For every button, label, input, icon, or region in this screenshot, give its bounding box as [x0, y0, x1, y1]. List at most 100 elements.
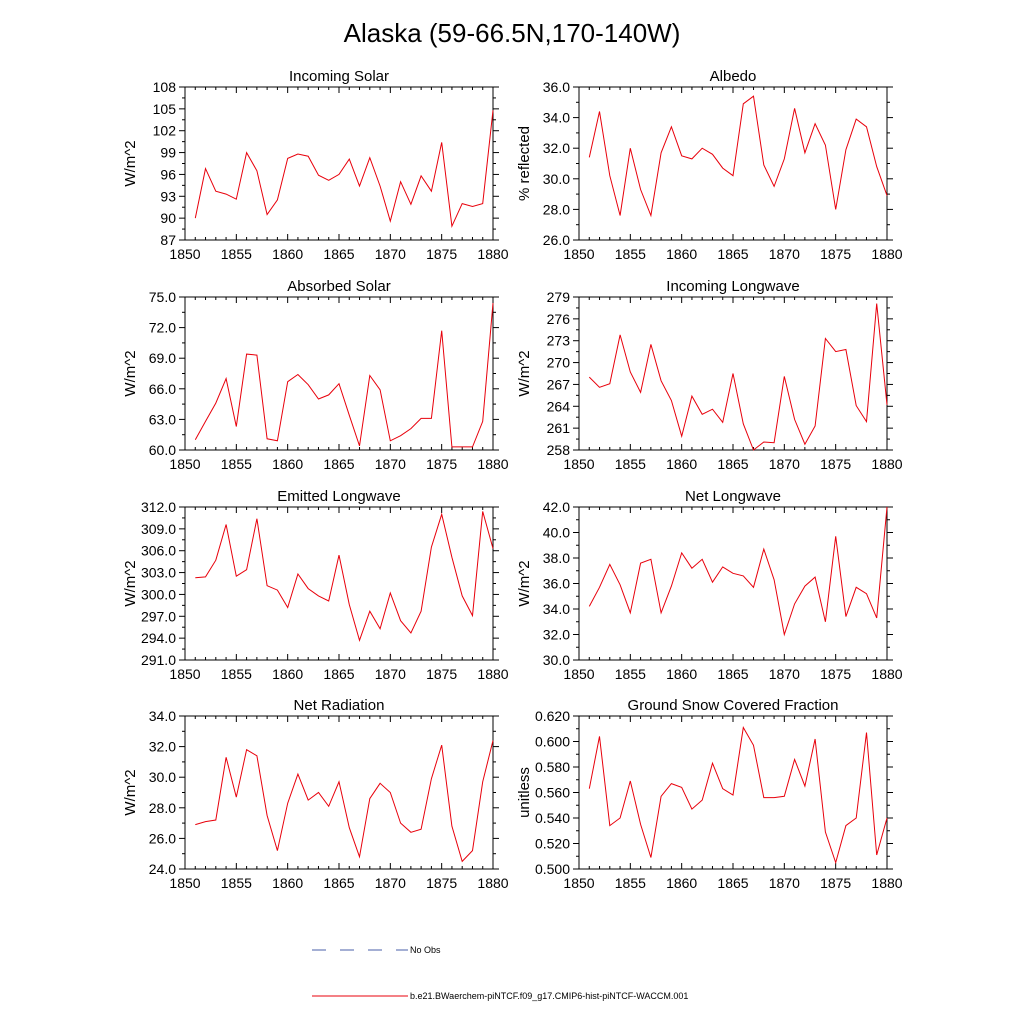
- panel-6-xtick-label: 1875: [820, 666, 851, 682]
- panel-3-ytick-label: 66.0: [149, 381, 176, 397]
- panel-3-title: Absorbed Solar: [287, 278, 390, 295]
- panel-7-ytick-label: 24.0: [149, 861, 176, 877]
- panel-5-xtick-label: 1875: [426, 666, 457, 682]
- panel-8-ytick-label: 0.520: [535, 836, 570, 852]
- panel-5-ytick-label: 303.0: [141, 565, 176, 581]
- panel-5-ytick-label: 309.0: [141, 521, 176, 537]
- panels: Incoming Solar W/m^2 1850 1855 1860 1865 1870 1…: [122, 68, 903, 891]
- panel-5-ytick-label: 300.0: [141, 586, 176, 602]
- panel-1-xtick-label: 1855: [221, 246, 252, 262]
- panel-1-ytick-label: 87: [160, 232, 176, 248]
- panel-6: Net Longwave W/m^2 1850 1855 1860 1865 1870 187…: [516, 488, 903, 682]
- panel-1-xtick-label: 1875: [426, 246, 457, 262]
- panel-3-ytick-label: 72.0: [149, 320, 176, 336]
- panel-8-series-1-line: [588, 726, 888, 865]
- panel-7-frame: [184, 715, 494, 870]
- panel-4-xtick-label: 1860: [666, 456, 697, 472]
- panel-3-ytick-label: 60.0: [149, 442, 176, 458]
- panel-6-xtick-label: 1860: [666, 666, 697, 682]
- panel-5-xtick-label: 1850: [169, 666, 200, 682]
- panel-1-xtick-label: 1870: [375, 246, 406, 262]
- figure-title: Alaska (59-66.5N,170-140W): [344, 18, 681, 48]
- panel-4: Incoming Longwave W/m^2 1850 1855 1860 1865 18…: [516, 278, 903, 472]
- panel-5-xtick-label: 1870: [375, 666, 406, 682]
- panel-1-ytick-label: 96: [160, 166, 176, 182]
- panel-6-frame: [578, 506, 888, 661]
- panel-7-xtick-label: 1860: [272, 875, 303, 891]
- panel-1-title: Incoming Solar: [289, 68, 389, 85]
- panel-3-ytick-label: 69.0: [149, 350, 176, 366]
- panel-4-ytick-label: 261: [547, 420, 571, 436]
- legend: No Obs b.e21.BWaerchem-piNTCF.f09_g17.CM…: [312, 945, 688, 1001]
- panel-8-ytick-label: 0.540: [535, 810, 570, 826]
- panel-1-ylabel: W/m^2: [122, 140, 139, 186]
- panel-7-xtick-label: 1870: [375, 875, 406, 891]
- panel-6-ytick-label: 36.0: [543, 576, 570, 592]
- panel-4-xtick-label: 1875: [820, 456, 851, 472]
- panel-2-ytick-label: 36.0: [543, 79, 570, 95]
- panel-5-ytick-label: 312.0: [141, 499, 176, 515]
- panel-7-title: Net Radiation: [294, 697, 385, 714]
- panel-1: Incoming Solar W/m^2 1850 1855 1860 1865 1870 1…: [122, 68, 509, 262]
- panel-1-xtick-label: 1860: [272, 246, 303, 262]
- legend-model-label: b.e21.BWaerchem-piNTCF.f09_g17.CMIP6-his…: [410, 991, 688, 1001]
- panel-2-ylabel: % reflected: [516, 126, 533, 201]
- panel-6-ylabel: W/m^2: [516, 560, 533, 606]
- panel-1-series-1-line: [194, 110, 494, 229]
- panel-6-xtick-label: 1870: [769, 666, 800, 682]
- panel-4-xtick-label: 1870: [769, 456, 800, 472]
- panel-2-ytick-label: 26.0: [543, 232, 570, 248]
- panel-5-ytick-label: 291.0: [141, 652, 176, 668]
- panel-4-ytick-label: 258: [547, 442, 571, 458]
- panel-4-title: Incoming Longwave: [666, 278, 799, 295]
- panel-1-ytick-label: 108: [153, 79, 177, 95]
- panel-4-xtick-label: 1880: [871, 456, 902, 472]
- panel-2-xtick-label: 1855: [615, 246, 646, 262]
- panel-2-ytick-label: 30.0: [543, 171, 570, 187]
- panel-3-xtick-label: 1865: [323, 456, 354, 472]
- panel-4-ytick-label: 270: [547, 355, 571, 371]
- panel-2-xtick-label: 1850: [563, 246, 594, 262]
- panel-3-ytick-label: 75.0: [149, 289, 176, 305]
- panel-8-ytick-label: 0.560: [535, 785, 570, 801]
- panel-8-ytick-label: 0.620: [535, 708, 570, 724]
- panel-8-title: Ground Snow Covered Fraction: [628, 697, 839, 714]
- panel-2-xtick-label: 1865: [717, 246, 748, 262]
- panel-7-ytick-label: 26.0: [149, 830, 176, 846]
- panel-1-xtick-label: 1850: [169, 246, 200, 262]
- panel-8-ytick-label: 0.600: [535, 734, 570, 750]
- panel-3-frame: [184, 296, 494, 451]
- panel-8-ytick-label: 0.580: [535, 759, 570, 775]
- panel-2: Albedo % reflected 1850 1855 1860 1865 1870 187…: [516, 68, 903, 262]
- panel-2-ytick-label: 28.0: [543, 201, 570, 217]
- panel-4-ytick-label: 273: [547, 333, 571, 349]
- panel-1-ytick-label: 102: [153, 123, 177, 139]
- panel-2-xtick-label: 1880: [871, 246, 902, 262]
- panel-2-title: Albedo: [710, 68, 757, 85]
- panel-7-xtick-label: 1850: [169, 875, 200, 891]
- panel-6-xtick-label: 1880: [871, 666, 902, 682]
- panel-6-ytick-label: 38.0: [543, 550, 570, 566]
- panel-4-ytick-label: 267: [547, 376, 571, 392]
- panel-1-ytick-label: 93: [160, 188, 176, 204]
- panel-8-ylabel: unitless: [516, 767, 533, 818]
- panel-8-xtick-label: 1855: [615, 875, 646, 891]
- panel-6-ytick-label: 30.0: [543, 652, 570, 668]
- panel-5-ytick-label: 294.0: [141, 630, 176, 646]
- panel-1-xtick-label: 1865: [323, 246, 354, 262]
- panel-7-ylabel: W/m^2: [122, 769, 139, 815]
- panel-6-ytick-label: 32.0: [543, 627, 570, 643]
- panel-3-xtick-label: 1855: [221, 456, 252, 472]
- panel-6-ytick-label: 42.0: [543, 499, 570, 515]
- panel-8-xtick-label: 1870: [769, 875, 800, 891]
- panel-7: Net Radiation W/m^2 1850 1855 1860 1865 1870 18…: [122, 697, 509, 891]
- panel-5-frame: [184, 506, 494, 661]
- panel-5-xtick-label: 1860: [272, 666, 303, 682]
- panel-7-xtick-label: 1875: [426, 875, 457, 891]
- panel-8-xtick-label: 1880: [871, 875, 902, 891]
- panel-8-xtick-label: 1865: [717, 875, 748, 891]
- panel-7-ytick-label: 30.0: [149, 769, 176, 785]
- panel-5: Emitted Longwave W/m^2 1850 1855 1860 1865 187…: [122, 488, 509, 682]
- panel-6-xtick-label: 1850: [563, 666, 594, 682]
